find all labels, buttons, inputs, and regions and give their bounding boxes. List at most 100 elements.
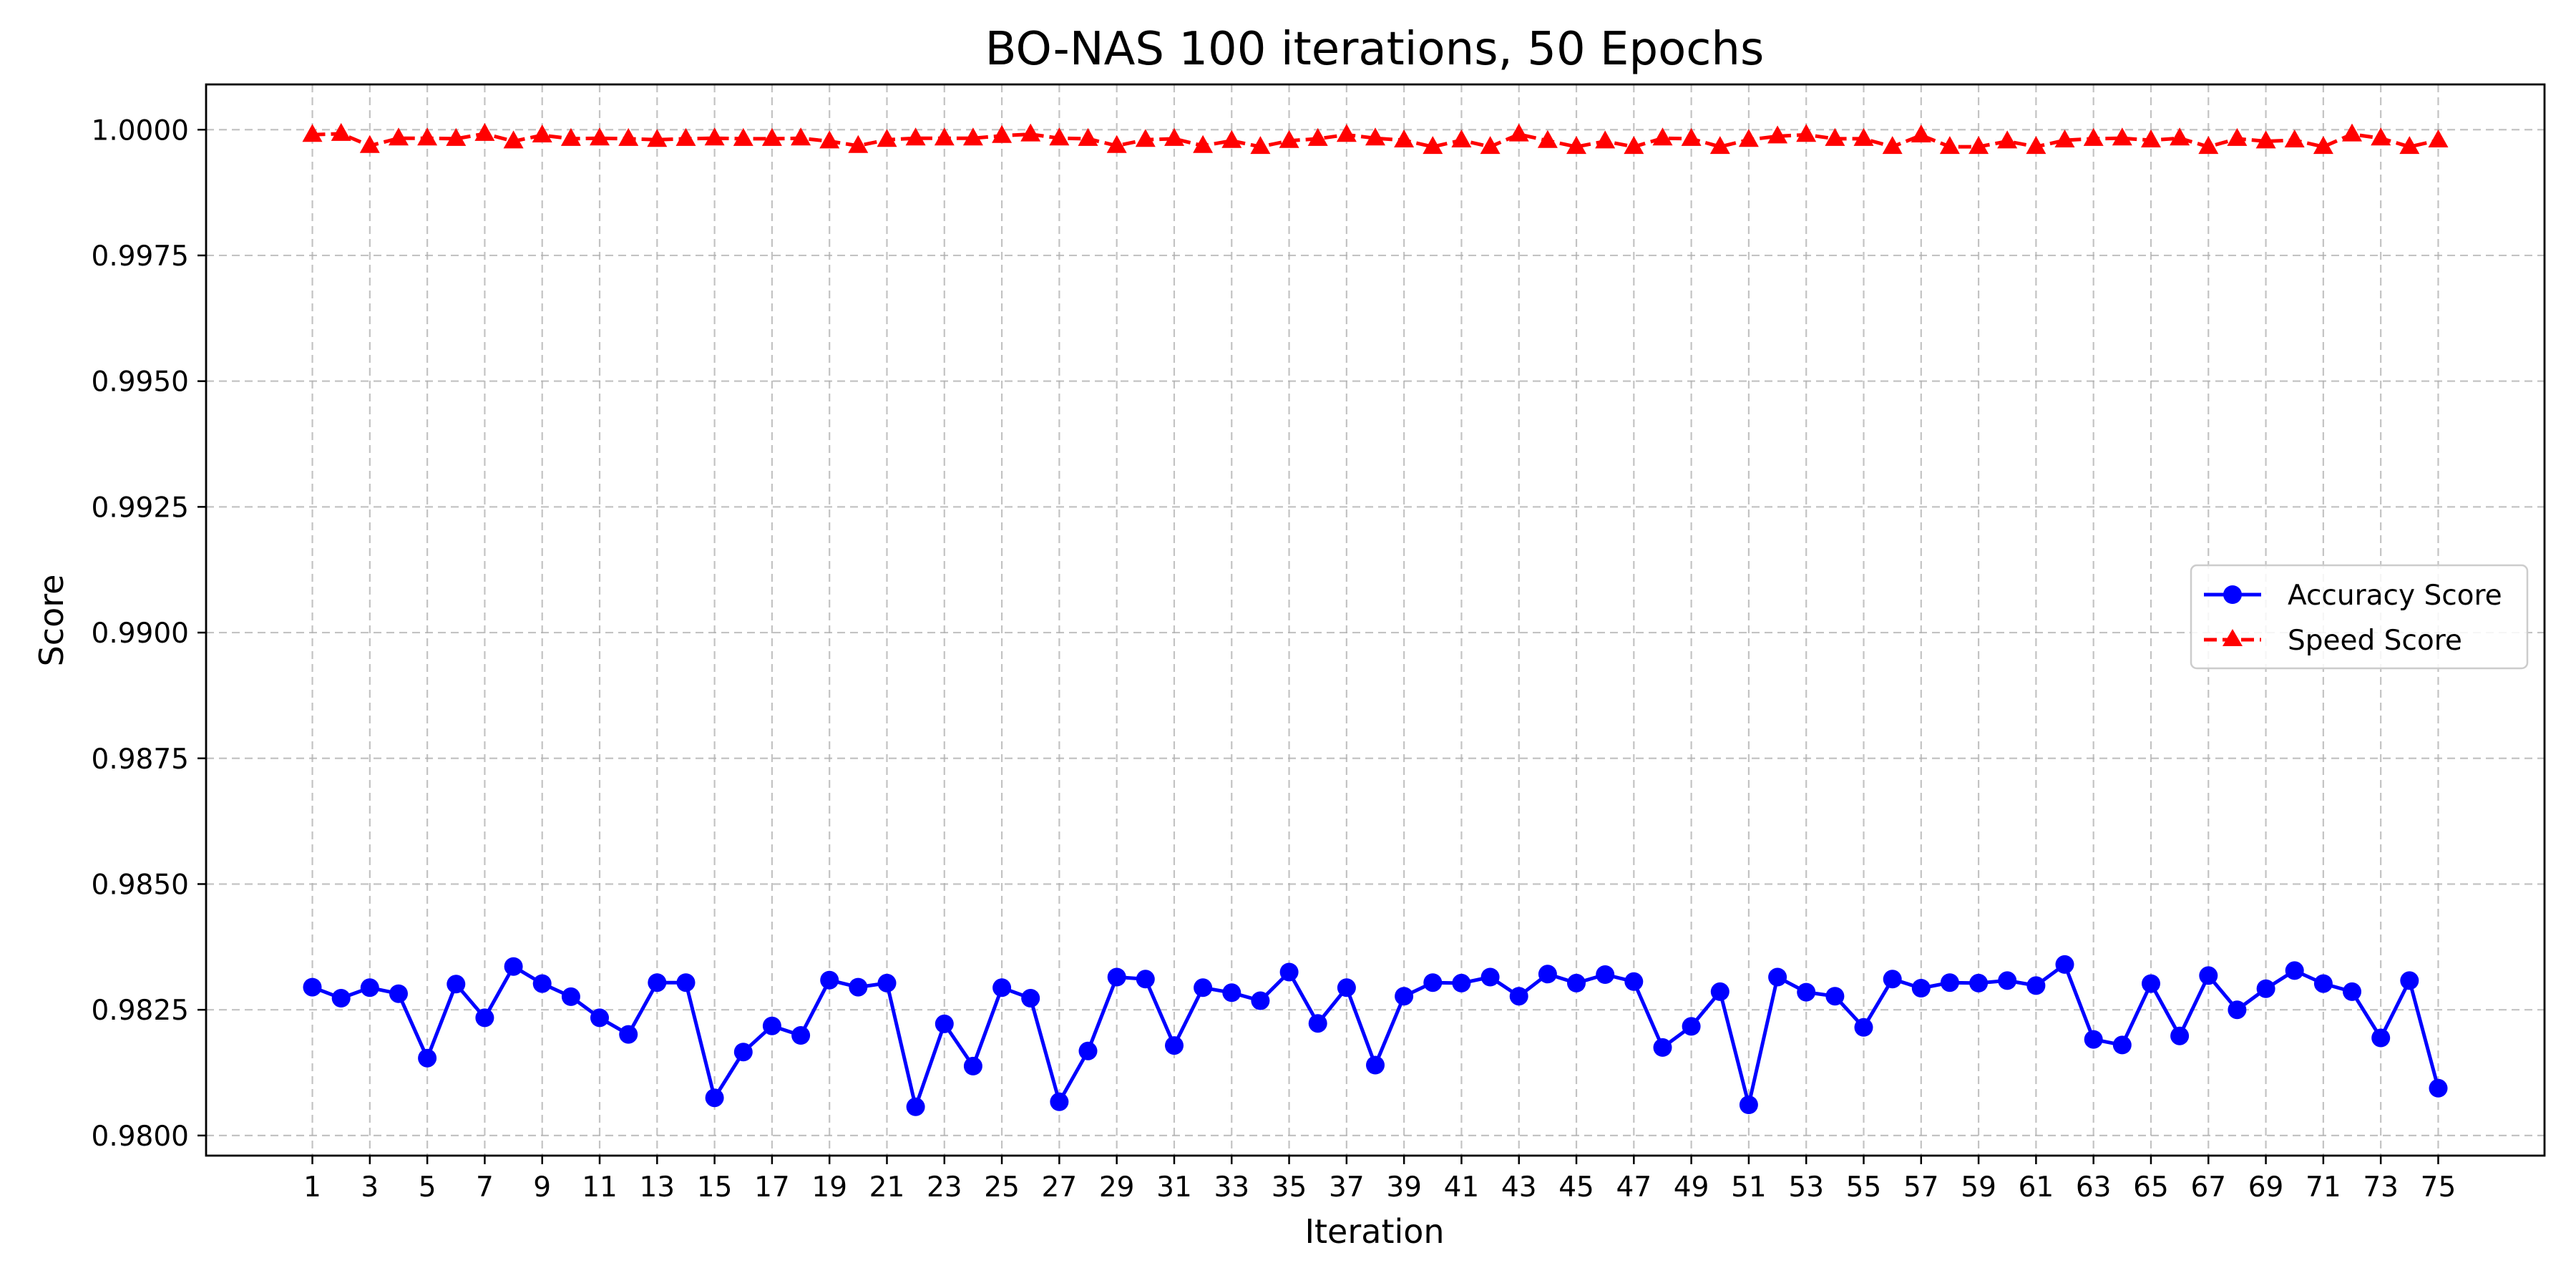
- x-tick-label: 47: [1616, 1171, 1652, 1204]
- accuracy-score-point: [418, 1048, 437, 1068]
- speed-score-point: [2141, 130, 2161, 147]
- speed-score-point: [1508, 123, 1529, 142]
- speed-score-point: [1250, 136, 1271, 155]
- speed-score-point: [733, 127, 753, 146]
- speed-score-point: [2284, 130, 2305, 147]
- x-tick-label: 23: [927, 1171, 962, 1204]
- speed-score-point: [1451, 130, 1472, 147]
- speed-score-point: [2371, 127, 2391, 146]
- y-tick-label: 0.9925: [92, 492, 189, 524]
- y-tick-label: 0.9800: [92, 1121, 189, 1153]
- accuracy-score-point: [1279, 962, 1299, 982]
- accuracy-score-point: [2170, 1026, 2190, 1045]
- x-tick-label: 43: [1501, 1171, 1537, 1204]
- accuracy-score-point: [1682, 1017, 1701, 1036]
- speed-score-point: [1423, 136, 1443, 155]
- x-tick-label: 31: [1156, 1171, 1192, 1204]
- speed-score-point: [1738, 129, 1759, 147]
- accuracy-score-point: [2199, 966, 2218, 985]
- accuracy-score-point: [1998, 971, 2017, 990]
- speed-score-point: [359, 135, 380, 153]
- accuracy-score-point: [1739, 1096, 1758, 1114]
- accuracy-score-point: [1969, 973, 1989, 992]
- accuracy-score-point: [1624, 972, 1644, 991]
- x-tick-label: 75: [2421, 1171, 2457, 1204]
- accuracy-score-point: [2285, 961, 2304, 980]
- accuracy-score-point: [2371, 1028, 2391, 1048]
- x-tick-label: 3: [361, 1171, 379, 1204]
- accuracy-score-point: [1194, 978, 1213, 997]
- speed-score-point: [1480, 136, 1501, 155]
- speed-score-point: [1394, 130, 1415, 147]
- accuracy-score-point: [2343, 982, 2361, 1001]
- legend-speed-marker: [2223, 629, 2243, 646]
- speed-score-point: [560, 127, 581, 146]
- speed-score-point: [417, 127, 438, 146]
- speed-score-point: [992, 125, 1013, 143]
- legend: Accuracy Score Speed Score: [2190, 564, 2529, 670]
- speed-score-point: [1997, 130, 2018, 149]
- speed-score-point: [1049, 127, 1070, 146]
- y-tick-label: 0.9950: [92, 366, 189, 399]
- accuracy-score-point: [2400, 971, 2419, 990]
- y-axis-label: Score: [32, 575, 71, 667]
- accuracy-score-point: [331, 989, 351, 1008]
- x-tick-label: 53: [1788, 1171, 1824, 1204]
- legend-accuracy-label: Accuracy Score: [2288, 580, 2502, 612]
- x-tick-label: 63: [2076, 1171, 2112, 1204]
- accuracy-score-point: [963, 1056, 982, 1075]
- legend-accuracy-marker: [2223, 585, 2242, 604]
- speed-score-point: [905, 127, 926, 146]
- accuracy-score-point: [849, 977, 868, 997]
- accuracy-score-point: [1165, 1036, 1184, 1055]
- plot-frame: [205, 83, 2546, 1157]
- x-tick-label: 5: [419, 1171, 436, 1204]
- speed-score-point: [1135, 129, 1156, 147]
- speed-score-point: [532, 125, 552, 142]
- speed-score-point: [1193, 135, 1214, 153]
- speed-score-point: [1911, 125, 1931, 142]
- x-tick-label: 9: [533, 1171, 551, 1204]
- speed-score-point: [1307, 127, 1328, 146]
- accuracy-score-point: [2026, 976, 2046, 995]
- speed-score-point: [2198, 136, 2219, 155]
- speed-score-point: [2428, 130, 2449, 147]
- speed-score-point: [1595, 130, 1616, 149]
- accuracy-score-point: [1883, 970, 1902, 989]
- speed-score-point: [503, 130, 524, 149]
- y-tick-label: 0.9900: [92, 618, 189, 650]
- accuracy-score-point: [561, 987, 580, 1006]
- x-tick-label: 55: [1846, 1171, 1882, 1204]
- speed-score-point: [590, 127, 610, 146]
- speed-score-point: [1882, 136, 1903, 155]
- accuracy-score-point: [1337, 978, 1356, 997]
- speed-score-point: [1336, 124, 1357, 142]
- accuracy-score-point: [619, 1025, 638, 1044]
- speed-score-point: [1279, 130, 1299, 148]
- speed-score-point: [1566, 136, 1586, 155]
- speed-score-point: [2083, 127, 2104, 146]
- x-tick-label: 57: [1903, 1171, 1939, 1204]
- accuracy-score-point: [820, 970, 839, 990]
- accuracy-score-point: [2313, 974, 2333, 993]
- speed-score-point: [446, 127, 467, 146]
- speed-score-point: [1106, 135, 1127, 153]
- x-tick-label: 65: [2133, 1171, 2169, 1204]
- speed-score-point: [1796, 124, 1817, 142]
- speed-score-point: [1652, 127, 1673, 146]
- x-tick-label: 71: [2306, 1171, 2341, 1204]
- speed-score-point: [2399, 136, 2420, 155]
- accuracy-score-point: [1509, 987, 1528, 1006]
- y-tick-label: 0.9975: [92, 240, 189, 273]
- speed-score-series: [302, 122, 2449, 155]
- accuracy-score-point: [762, 1016, 781, 1035]
- accuracy-score-point: [504, 957, 523, 976]
- accuracy-score-point: [303, 977, 322, 997]
- speed-score-point: [1020, 123, 1041, 142]
- x-tick-label: 29: [1099, 1171, 1135, 1204]
- x-tick-label: 41: [1444, 1171, 1480, 1204]
- accuracy-score-point: [648, 973, 667, 992]
- speed-score-point: [1221, 130, 1242, 148]
- speed-score-point: [1624, 136, 1644, 155]
